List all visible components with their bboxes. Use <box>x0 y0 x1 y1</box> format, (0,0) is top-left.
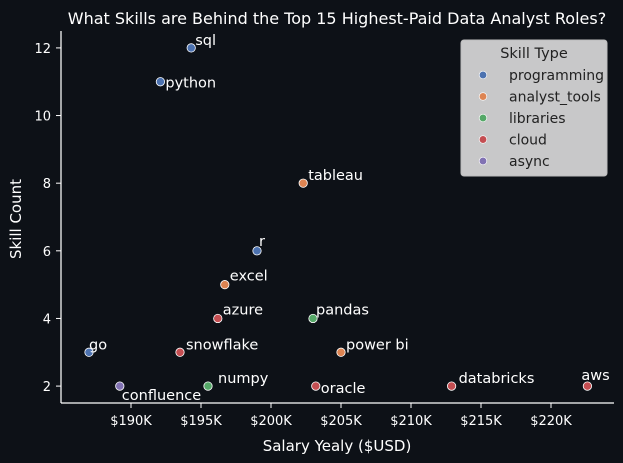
point-label-databricks: databricks <box>459 371 535 387</box>
point-label-confluence: confluence <box>122 388 201 404</box>
point-label-aws: aws <box>581 368 609 384</box>
point-label-tableau: tableau <box>308 168 363 184</box>
legend-label-async: async <box>509 154 550 170</box>
y-axis-title: Skill Count <box>7 179 25 259</box>
x-tick-label: $205K <box>320 414 362 429</box>
point-tableau <box>298 178 308 188</box>
x-tick-label: $215K <box>460 414 502 429</box>
point-label-power-bi: power bi <box>346 337 409 353</box>
point-label-python: python <box>165 76 216 92</box>
point-numpy <box>203 381 213 391</box>
chart-title: What Skills are Behind the Top 15 Highes… <box>68 9 606 28</box>
legend-marker-cloud <box>478 135 488 144</box>
point-power-bi <box>336 347 346 357</box>
point-oracle <box>311 381 321 391</box>
point-snowflake <box>175 347 185 357</box>
point-label-azure: azure <box>223 302 263 318</box>
legend-marker-async <box>478 156 488 166</box>
y-tick-label: 4 <box>43 312 51 327</box>
y-tick-label: 6 <box>43 245 51 260</box>
legend-label-analyst_tools: analyst_tools <box>509 90 601 106</box>
point-label-pandas: pandas <box>316 302 369 318</box>
legend-label-programming: programming <box>509 68 604 84</box>
point-label-excel: excel <box>230 269 268 285</box>
y-tick-label: 2 <box>43 380 51 395</box>
point-confluence <box>115 381 125 391</box>
point-azure <box>213 313 223 324</box>
legend-title: Skill Type <box>500 46 568 62</box>
point-label-numpy: numpy <box>218 371 269 387</box>
point-databricks <box>446 381 457 391</box>
x-tick-label: $190K <box>110 414 152 429</box>
legend: Skill Type programming analyst_toolslibrar… <box>460 39 608 177</box>
x-tick-label: $195K <box>180 414 222 429</box>
legend-marker-libraries <box>478 113 488 123</box>
point-label-snowflake: snowflake <box>186 337 258 353</box>
legend-marker-analyst_tools <box>478 92 488 101</box>
legend-label-libraries: libraries <box>509 111 566 127</box>
point-label-go: go <box>89 337 107 353</box>
point-label-oracle: oracle <box>321 381 366 397</box>
y-tick-label: 8 <box>43 177 51 192</box>
y-tick-label: 12 <box>34 42 51 57</box>
x-tick-label: $220K <box>530 414 572 429</box>
point-sql <box>186 43 196 53</box>
legend-label-cloud: cloud <box>509 133 547 149</box>
x-axis-title: Salary Yealy ($USD) <box>263 437 412 455</box>
point-label-sql: sql <box>195 33 216 49</box>
point-label-r: r <box>259 234 265 250</box>
legend-marker-programming <box>478 70 488 80</box>
point-excel <box>220 280 230 290</box>
legend-box <box>460 39 608 177</box>
x-tick-label: $200K <box>250 414 292 429</box>
point-go <box>84 347 94 357</box>
y-tick-label: 10 <box>34 110 51 125</box>
point-pandas <box>308 313 318 324</box>
point-aws <box>582 381 593 391</box>
plot-area: $190K $195K $200K $205K $210K $215K $220K 2 4 6 8 1… <box>34 31 614 429</box>
point-python <box>155 77 165 87</box>
x-tick-label: $210K <box>390 414 432 429</box>
point-r <box>252 246 262 256</box>
